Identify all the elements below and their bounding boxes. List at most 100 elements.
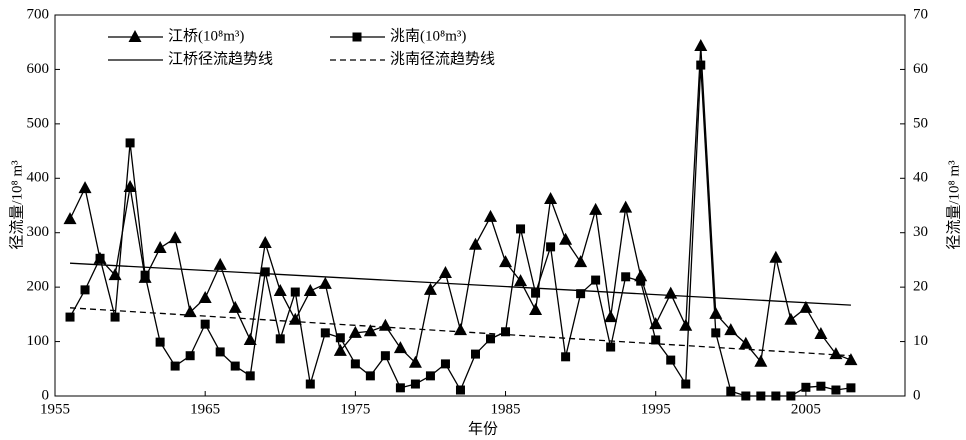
marker <box>185 351 195 361</box>
y-tick-label: 200 <box>27 279 50 295</box>
marker <box>664 286 678 299</box>
marker <box>739 336 753 349</box>
marker <box>408 355 422 368</box>
marker <box>63 212 77 225</box>
legend-label: 洮南径流趋势线 <box>390 50 495 67</box>
marker <box>410 379 420 389</box>
marker <box>829 347 843 360</box>
marker <box>694 39 708 52</box>
marker <box>531 288 541 298</box>
marker <box>213 257 227 270</box>
marker <box>395 383 405 393</box>
marker <box>425 371 435 381</box>
marker <box>468 237 482 250</box>
marker <box>168 231 182 244</box>
marker <box>170 361 180 371</box>
marker <box>814 326 828 339</box>
marker <box>290 287 300 297</box>
marker <box>546 242 556 252</box>
y-tick-label: 300 <box>27 224 50 240</box>
marker <box>679 318 693 331</box>
marker <box>273 283 287 296</box>
marker <box>651 335 661 345</box>
marker <box>183 305 197 318</box>
marker <box>576 289 586 299</box>
marker <box>393 341 407 354</box>
y2-tick-label: 60 <box>913 61 928 77</box>
marker <box>604 310 618 323</box>
marker <box>453 323 467 336</box>
series-line <box>69 307 851 357</box>
marker <box>741 391 751 401</box>
marker <box>484 209 498 222</box>
marker <box>365 371 375 381</box>
y-axis-label: 径流量/10⁸ m³ <box>8 160 25 250</box>
marker <box>636 276 646 286</box>
marker <box>228 300 242 313</box>
marker <box>681 379 691 389</box>
y-tick-label: 700 <box>27 6 50 22</box>
y-tick-label: 0 <box>42 387 50 403</box>
marker <box>320 328 330 338</box>
legend-label: 江桥径流趋势线 <box>168 50 273 67</box>
x-tick-label: 1965 <box>190 401 220 417</box>
marker <box>153 240 167 253</box>
y2-tick-label: 20 <box>913 279 928 295</box>
x-tick-label: 2005 <box>791 401 821 417</box>
marker <box>95 253 105 263</box>
y2-tick-label: 40 <box>913 170 928 186</box>
y2-axis-label: 径流量/10⁸ m³ <box>945 160 962 250</box>
y2-tick-label: 0 <box>913 387 921 403</box>
marker <box>243 332 257 345</box>
marker <box>816 381 826 391</box>
marker <box>589 202 603 215</box>
marker <box>771 391 781 401</box>
marker <box>561 352 571 362</box>
marker <box>559 232 573 245</box>
series-line <box>69 262 851 306</box>
marker <box>440 359 450 369</box>
marker <box>621 272 631 282</box>
marker <box>574 255 588 268</box>
marker <box>726 386 736 396</box>
marker <box>499 255 513 268</box>
marker <box>275 334 285 344</box>
x-axis-label: 年份 <box>468 420 498 437</box>
marker <box>215 347 225 357</box>
marker <box>756 391 766 401</box>
marker <box>455 385 465 395</box>
x-tick-label: 1955 <box>40 401 70 417</box>
marker <box>846 383 856 393</box>
marker <box>831 385 841 395</box>
y-tick-label: 100 <box>27 333 50 349</box>
marker <box>78 181 92 194</box>
marker <box>140 270 150 280</box>
marker <box>666 355 676 365</box>
marker <box>529 303 543 316</box>
marker <box>80 285 90 295</box>
marker <box>516 224 526 234</box>
marker <box>245 371 255 381</box>
y-tick-label: 400 <box>27 170 50 186</box>
marker <box>619 200 633 213</box>
marker <box>350 359 360 369</box>
marker <box>696 60 706 70</box>
x-tick-label: 1995 <box>641 401 671 417</box>
marker <box>801 382 811 392</box>
marker <box>786 391 796 401</box>
marker <box>110 312 120 322</box>
marker <box>754 354 768 367</box>
marker <box>769 250 783 263</box>
marker <box>709 306 723 319</box>
y2-tick-label: 10 <box>913 333 928 349</box>
marker <box>363 324 377 337</box>
marker <box>230 361 240 371</box>
y2-tick-label: 30 <box>913 224 928 240</box>
marker <box>125 138 135 148</box>
plot-frame <box>54 14 906 397</box>
legend-marker <box>128 30 142 42</box>
marker <box>303 283 317 296</box>
marker <box>544 191 558 204</box>
marker <box>724 323 738 336</box>
